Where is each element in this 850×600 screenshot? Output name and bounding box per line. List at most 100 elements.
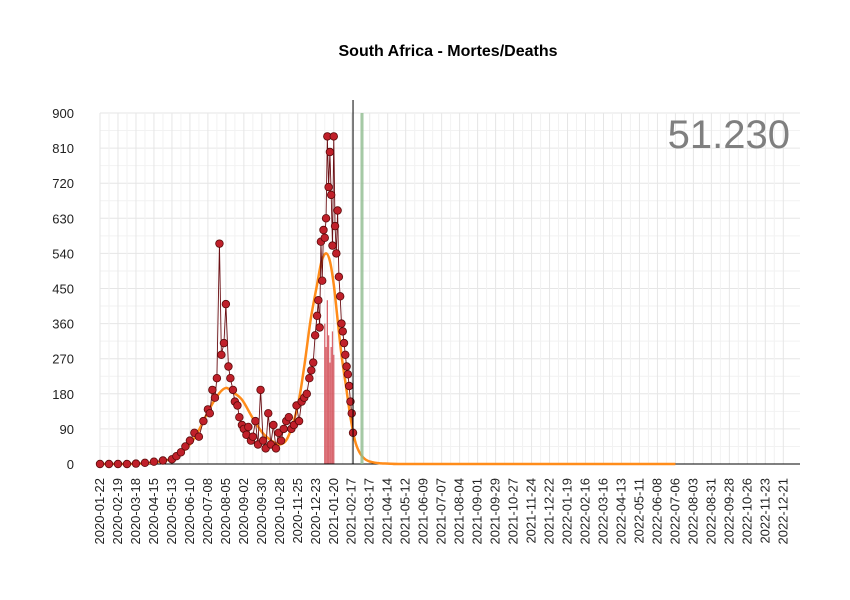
data-point [342, 362, 351, 371]
bar [333, 354, 335, 464]
data-point [235, 413, 244, 422]
bar [327, 335, 330, 464]
x-tick-label: 2021-07-07 [434, 478, 449, 545]
data-point [194, 432, 204, 441]
bar [329, 362, 331, 464]
y-tick-label: 540 [52, 246, 74, 261]
data-point [328, 241, 337, 250]
data-point [321, 214, 331, 223]
data-point [199, 416, 208, 426]
total-deaths-annotation: 51.230 [668, 113, 790, 157]
data-point [334, 272, 344, 281]
data-point [244, 422, 253, 432]
data-point [333, 206, 342, 215]
data-point [113, 459, 123, 469]
data-point [251, 416, 260, 426]
bar [324, 323, 326, 464]
point-series [95, 132, 358, 469]
chart-title: South Africa - Mortes/Deaths [339, 43, 558, 60]
data-point [140, 458, 150, 468]
y-tick-labels: 0 90 180 270 360 450 540 630 720 810 900 [52, 106, 74, 472]
x-tick-label: 2022-06-08 [649, 478, 664, 545]
x-tick-label: 2020-03-18 [128, 478, 143, 545]
x-tick-label: 2022-11-23 [757, 478, 772, 544]
x-tick-label: 2022-01-19 [560, 478, 575, 545]
bar [330, 347, 332, 464]
x-tick-label: 2020-06-10 [182, 478, 197, 545]
data-point [228, 385, 238, 395]
bar-series [324, 300, 335, 464]
x-tick-label: 2021-12-22 [542, 478, 557, 545]
data-point [341, 350, 350, 359]
x-tick-label: 2022-09-28 [721, 478, 736, 545]
y-tick-label: 360 [52, 317, 74, 332]
x-tick-label: 2020-01-22 [92, 478, 107, 545]
data-point [149, 457, 159, 466]
y-tick-label: 810 [52, 141, 74, 156]
x-tick-label: 2021-10-27 [506, 478, 521, 545]
data-point [208, 385, 217, 395]
y-tick-label: 180 [52, 387, 74, 402]
data-point [337, 319, 346, 328]
data-point [284, 413, 294, 422]
data-point [326, 190, 336, 200]
data-point [279, 424, 288, 434]
x-tick-label: 2022-02-16 [578, 478, 593, 545]
x-tick-label: 2020-07-08 [200, 478, 215, 545]
x-tick-label: 2021-04-14 [380, 478, 395, 545]
data-point [344, 381, 354, 391]
y-tick-label: 720 [52, 176, 74, 191]
x-tick-label: 2022-05-11 [631, 478, 646, 544]
x-tick-label: 2020-05-13 [164, 478, 179, 545]
data-point [343, 370, 353, 379]
data-point [264, 409, 273, 418]
bar [325, 347, 327, 464]
x-tick-label: 2022-08-31 [703, 478, 718, 545]
data-point [248, 432, 258, 441]
data-point [226, 374, 235, 383]
x-tick-label: 2020-08-05 [218, 478, 233, 545]
x-tick-label: 2021-01-20 [326, 478, 341, 545]
data-point [294, 416, 304, 426]
data-point [320, 233, 329, 242]
data-point [315, 323, 324, 332]
y-tick-label: 450 [52, 282, 74, 297]
data-point [346, 397, 355, 406]
data-point [276, 436, 286, 445]
x-tick-label: 2021-03-17 [362, 478, 377, 545]
x-tick-label: 2021-02-17 [344, 478, 359, 545]
x-tick-labels: 2020-01-22 2020-02-19 2020-03-18 2020-04-15… [92, 478, 790, 545]
x-tick-label: 2020-12-23 [308, 478, 323, 545]
data-point [224, 362, 233, 371]
x-tick-label: 2021-08-04 [452, 478, 467, 544]
y-tick-label: 90 [60, 422, 74, 437]
x-tick-label: 2021-09-29 [488, 478, 503, 545]
y-tick-label: 630 [52, 211, 74, 226]
x-tick-label: 2020-09-30 [254, 478, 269, 545]
x-tick-label: 2022-12-21 [775, 478, 790, 545]
data-point [122, 459, 132, 469]
data-point [309, 358, 318, 367]
x-tick-label: 2022-07-06 [667, 478, 682, 545]
y-tick-label: 0 [67, 457, 74, 472]
data-point [310, 331, 320, 340]
data-point [176, 448, 186, 457]
data-point [347, 409, 356, 418]
data-point [215, 239, 224, 248]
data-point [269, 420, 278, 430]
x-tick-label: 2020-09-02 [236, 478, 251, 545]
data-point [131, 459, 141, 468]
y-tick-label: 900 [52, 106, 74, 121]
data-point [318, 276, 327, 285]
y-tick-label: 270 [52, 352, 74, 367]
x-tick-label: 2020-11-25 [290, 478, 305, 544]
data-point [205, 409, 215, 418]
data-point [212, 374, 222, 383]
x-tick-label: 2022-03-16 [595, 478, 610, 545]
data-point [185, 436, 195, 445]
data-point [335, 292, 345, 301]
x-tick-label: 2021-05-12 [398, 478, 413, 545]
x-tick-label: 2020-02-19 [110, 478, 125, 545]
data-point [319, 225, 328, 235]
